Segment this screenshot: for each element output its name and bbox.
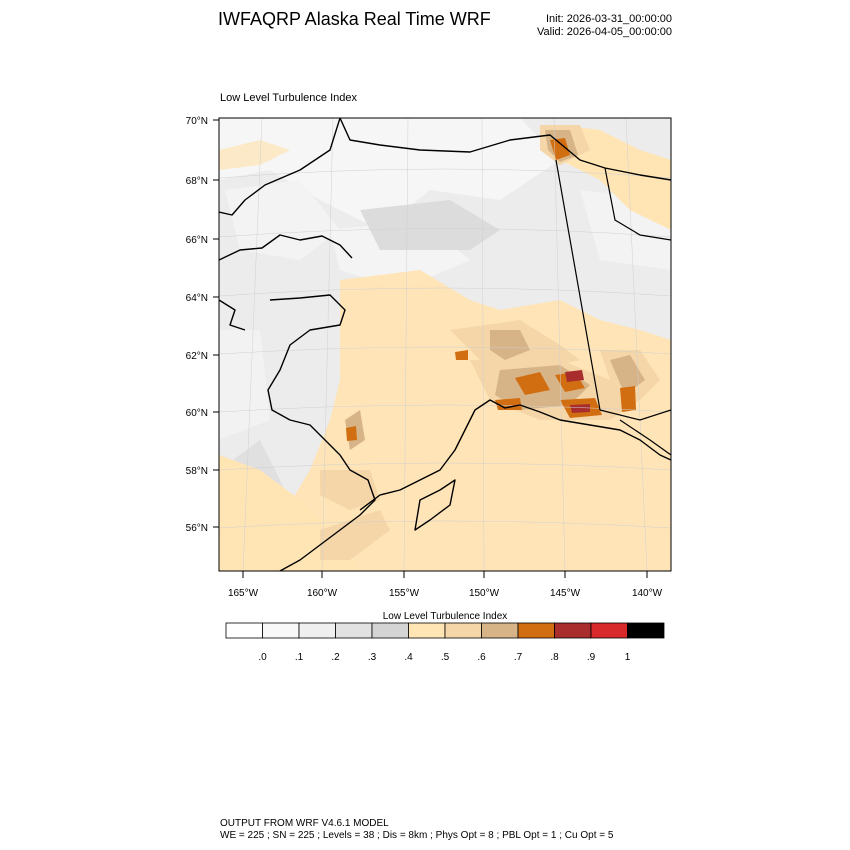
colorbar-box <box>335 622 373 639</box>
colorbar-box <box>262 622 300 639</box>
colorbar-title: Low Level Turbulence Index <box>383 611 508 622</box>
colorbar-box <box>298 622 336 639</box>
colorbar-tick-label: .1 <box>295 652 304 663</box>
lon-label-140w: 140°W <box>632 588 663 599</box>
graticule <box>219 118 671 571</box>
colorbar-tick-label: .5 <box>441 652 450 663</box>
colorbar: Low Level Turbulence Index .0 .1 .2 .3 .4 .5.… <box>225 611 665 663</box>
longitude-axis: 165°W 160°W 155°W 150°W 145°W 140°W <box>228 571 663 599</box>
lon-label-150w: 150°W <box>469 588 500 599</box>
colorbar-box <box>627 622 665 639</box>
colorbar-labels: .0 .1 .2 .3 .4 .5 .6 .7 .8 .9 1 <box>258 652 630 663</box>
colorbar-tick-label: .3 <box>368 652 377 663</box>
colorbar-tick-label: .0 <box>258 652 267 663</box>
colorbar-tick-label: .7 <box>514 652 523 663</box>
colorbar-tick-label: .4 <box>404 652 413 663</box>
model-footer: OUTPUT FROM WRF V4.6.1 MODEL WE = 225 ; … <box>220 818 613 842</box>
coastline <box>219 118 671 571</box>
colorbar-tick-label: .8 <box>550 652 559 663</box>
colorbar-box <box>225 622 263 639</box>
colorbar-tick-label: .6 <box>477 652 486 663</box>
turbulence-field <box>219 118 671 571</box>
colorbar-box <box>554 622 592 639</box>
colorbar-tick-label: .9 <box>587 652 596 663</box>
colorbar-box <box>371 622 409 639</box>
lat-label-70n: 70°N <box>186 116 208 127</box>
border-lines <box>555 159 671 456</box>
time-info: Init: 2026-03-31_00:00:00 Valid: 2026-04… <box>537 13 672 39</box>
latitude-axis: 70°N 68°N 66°N 64°N 62°N 60°N 58°N 56°N <box>186 116 219 534</box>
footer-model-line: OUTPUT FROM WRF V4.6.1 MODEL <box>220 818 389 829</box>
colorbar-box <box>408 622 446 639</box>
colorbar-tick-label: .2 <box>331 652 340 663</box>
lat-label-66n: 66°N <box>186 235 208 246</box>
init-time: Init: 2026-03-31_00:00:00 <box>546 13 672 25</box>
lat-label-56n: 56°N <box>186 523 208 534</box>
colorbar-box <box>481 622 519 639</box>
colorbar-boxes <box>225 622 665 639</box>
lat-label-68n: 68°N <box>186 176 208 187</box>
lon-label-165w: 165°W <box>228 588 259 599</box>
colorbar-box <box>444 622 482 639</box>
colorbar-box <box>517 622 555 639</box>
main-title: IWFAQRP Alaska Real Time WRF <box>218 9 491 29</box>
lat-label-64n: 64°N <box>186 293 208 304</box>
lon-label-155w: 155°W <box>389 588 420 599</box>
colorbar-tick-label: 1 <box>625 652 631 663</box>
plot-field-title: Low Level Turbulence Index <box>220 92 357 104</box>
lon-label-145w: 145°W <box>550 588 581 599</box>
map-frame <box>218 117 672 572</box>
valid-time: Valid: 2026-04-05_00:00:00 <box>537 26 672 38</box>
lat-label-58n: 58°N <box>186 466 208 477</box>
lat-label-62n: 62°N <box>186 351 208 362</box>
footer-config-line: WE = 225 ; SN = 225 ; Levels = 38 ; Dis … <box>220 830 614 841</box>
lat-label-60n: 60°N <box>186 408 208 419</box>
colorbar-box <box>590 622 628 639</box>
lon-label-160w: 160°W <box>307 588 338 599</box>
